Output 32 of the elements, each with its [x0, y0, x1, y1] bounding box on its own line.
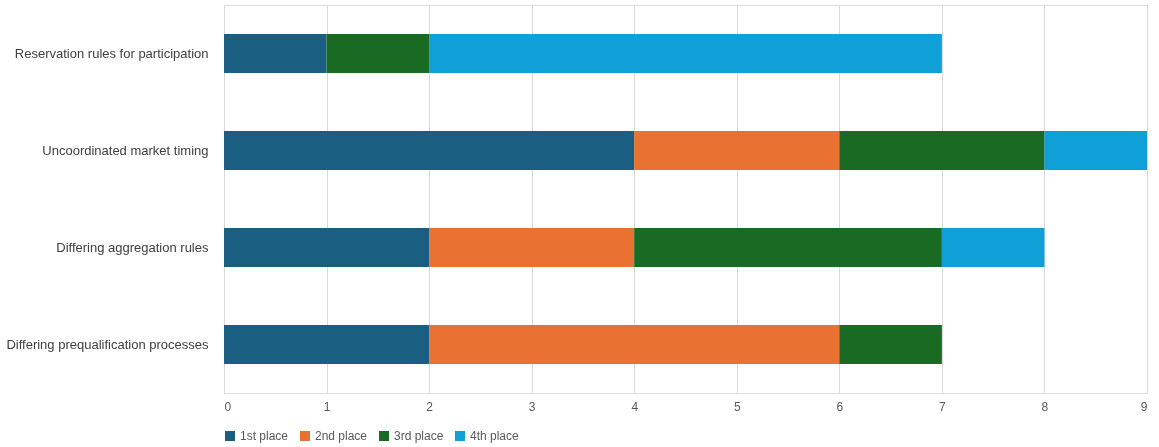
bar — [429, 325, 840, 364]
x-tick-label: 5 — [733, 399, 741, 414]
x-tick-label: 7 — [939, 399, 947, 414]
bar — [429, 228, 635, 267]
bar — [941, 228, 1045, 267]
bar — [839, 325, 942, 364]
y-tick-label: Differing aggregation rules — [56, 239, 209, 255]
legend-label: 4th place — [470, 429, 520, 443]
y-tick-label: Reservation rules for participation — [14, 45, 209, 61]
bar — [1044, 131, 1147, 170]
x-tick-label: 6 — [836, 399, 844, 414]
legend-label: 2nd place — [315, 429, 368, 443]
x-tick-label: 1 — [323, 399, 331, 414]
bar — [634, 131, 840, 170]
x-tick-label: 3 — [528, 399, 536, 414]
x-tick-label: 8 — [1041, 399, 1049, 414]
bar — [429, 34, 942, 73]
bar — [224, 325, 430, 364]
bar — [224, 131, 635, 170]
bar — [326, 34, 430, 73]
bar — [224, 228, 430, 267]
x-tick-label: 9 — [1140, 399, 1148, 414]
legend-label: 1st place — [240, 429, 289, 443]
legend-label: 3rd place — [394, 429, 444, 443]
bar — [634, 228, 942, 267]
y-tick-label: Uncoordinated market timing — [42, 142, 209, 158]
x-tick-label: 4 — [631, 399, 639, 414]
x-tick-label: 0 — [224, 399, 232, 414]
bar — [224, 34, 327, 73]
x-tick-label: 2 — [426, 399, 434, 414]
bar — [839, 131, 1045, 170]
y-tick-label: Differing prequalification processes — [6, 336, 209, 352]
